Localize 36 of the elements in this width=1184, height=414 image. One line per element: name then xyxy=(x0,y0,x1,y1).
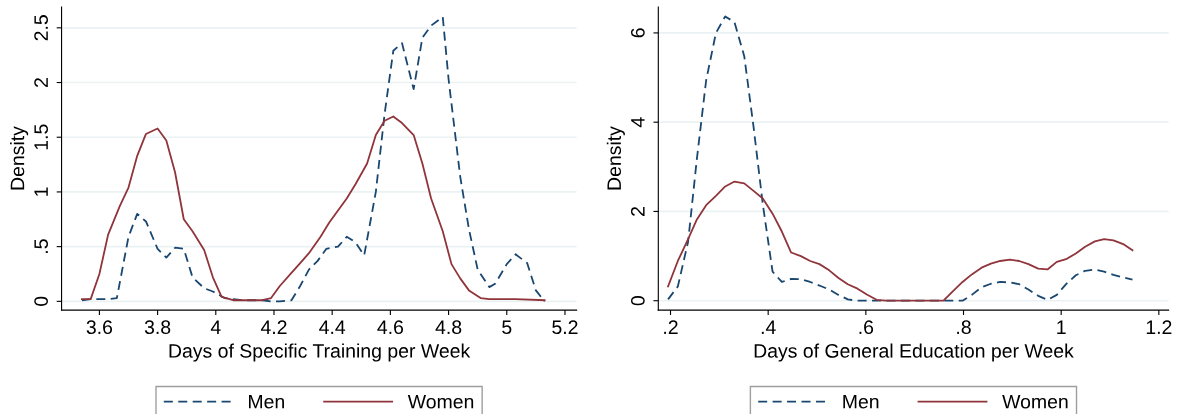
y-tick-label: 2 xyxy=(34,78,48,87)
x-tick-label: 4.2 xyxy=(260,320,287,334)
x-tick-label: 3.8 xyxy=(144,320,171,335)
legend-label: Men xyxy=(249,394,284,409)
y-tick-label: 0 xyxy=(34,296,48,306)
x-tick-label: 1.2 xyxy=(1146,320,1172,334)
y-tick-label: 1 xyxy=(34,187,48,196)
legend-label: Men xyxy=(843,394,879,409)
x-tick-label: .2 xyxy=(664,320,678,334)
x-tick-label: 3.6 xyxy=(86,320,113,335)
y-tick-label: 2.5 xyxy=(34,15,48,41)
x-tick-label: 4.8 xyxy=(435,320,462,335)
x-tick-label: .6 xyxy=(859,320,874,335)
legend-label: Women xyxy=(1002,394,1068,409)
x-tick-label: 4 xyxy=(210,320,221,334)
x-tick-label: .8 xyxy=(957,320,971,335)
line-series xyxy=(667,180,1134,302)
y-tick-label: 4 xyxy=(631,117,645,128)
line-series xyxy=(81,115,546,302)
line-series xyxy=(667,15,1134,302)
x-tick-label: 4.6 xyxy=(377,320,404,335)
x-axis-title: Days of General Education per Week xyxy=(754,343,1074,362)
y-tick-label: .5 xyxy=(34,239,48,253)
x-tick-label: 5 xyxy=(502,320,512,335)
x-tick-label: 1 xyxy=(1057,320,1066,334)
y-tick-label: 0 xyxy=(630,296,645,306)
y-axis-title: Density xyxy=(10,126,29,190)
y-tick-label: 1.5 xyxy=(34,124,48,150)
y-tick-label: 2 xyxy=(630,207,645,216)
x-tick-label: 4.4 xyxy=(319,320,346,334)
x-tick-label: .4 xyxy=(761,320,776,334)
y-axis-title: Density xyxy=(606,126,625,190)
x-axis-title: Days of Specific Training per Week xyxy=(169,343,471,362)
legend-label: Women xyxy=(407,394,474,409)
y-tick-label: 6 xyxy=(630,28,645,38)
x-tick-label: 5.2 xyxy=(552,320,578,335)
